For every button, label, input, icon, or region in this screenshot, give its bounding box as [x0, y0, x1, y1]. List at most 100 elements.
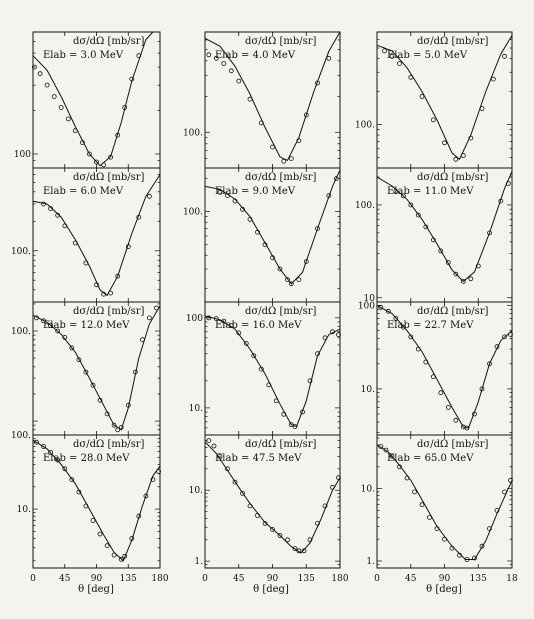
data-point: [270, 144, 275, 150]
data-point: [404, 475, 410, 481]
y-tick-label: 100: [358, 301, 375, 311]
data-point: [277, 533, 283, 538]
data-point: [115, 273, 121, 279]
data-point: [76, 357, 82, 363]
data-point: [228, 323, 234, 329]
data-point: [150, 477, 156, 483]
panel-3: 100. dσ/dΩ [mb/sr] Elab = 5.0 MeV: [355, 31, 513, 169]
data-point: [247, 503, 253, 509]
data-point: [389, 53, 395, 59]
x-tick-label: 18: [506, 574, 518, 584]
data-point: [397, 61, 402, 66]
data-point: [498, 198, 504, 204]
data-point: [419, 94, 425, 99]
data-point: [453, 417, 459, 423]
data-point: [62, 223, 68, 229]
data-point: [505, 181, 511, 186]
data-point: [285, 537, 290, 543]
data-point: [303, 259, 309, 265]
data-point: [427, 515, 432, 520]
panel-9: 100 10. dσ/dΩ [mb/sr] Elab = 22.7 MeV: [358, 301, 513, 436]
data-point: [502, 334, 507, 340]
data-point: [442, 140, 447, 146]
panel-7: 100. dσ/dΩ [mb/sr] Elab = 12.0 MeV: [11, 301, 161, 436]
y-tick-label: 10.: [189, 404, 203, 414]
data-point: [336, 332, 341, 338]
data-point: [136, 53, 142, 59]
data-point: [101, 162, 106, 168]
data-point: [255, 513, 260, 518]
data-point: [243, 340, 249, 346]
x-tick-label: 135: [120, 574, 137, 584]
data-point: [136, 214, 142, 220]
data-point: [430, 117, 436, 123]
data-point: [307, 378, 313, 384]
data-point: [502, 489, 507, 495]
data-point: [83, 503, 89, 509]
data-point: [55, 457, 61, 463]
x-axis-label: θ [deg]: [426, 584, 462, 595]
data-point: [90, 382, 96, 388]
data-point: [94, 282, 99, 288]
data-point: [445, 260, 451, 265]
data-point: [281, 158, 287, 164]
data-point: [122, 105, 128, 110]
x-tick-label: 135: [470, 574, 487, 584]
data-point: [108, 290, 113, 296]
data-point: [453, 271, 459, 277]
y-tick-label: 100: [14, 150, 31, 160]
fit-curve: [204, 169, 341, 285]
data-point: [300, 409, 305, 415]
data-point: [104, 411, 110, 417]
data-point: [213, 316, 219, 322]
y-tick-label: 10.: [361, 485, 375, 495]
data-point: [240, 490, 245, 496]
data-point: [383, 447, 389, 453]
panel-1: 100 dσ/dΩ [mb/sr] Elab = 3.0 MeV: [14, 31, 161, 169]
data-point: [315, 521, 320, 526]
data-point: [97, 397, 103, 403]
data-point: [301, 548, 307, 554]
x-tick-label: 135: [298, 574, 315, 584]
data-point: [206, 315, 212, 321]
data-point: [129, 76, 135, 82]
data-point: [457, 552, 462, 558]
panel-title: dσ/dΩ [mb/sr]: [417, 172, 489, 183]
data-point: [97, 531, 103, 537]
energy-label: Elab = 5.0 MeV: [387, 50, 468, 61]
panel-title: dσ/dΩ [mb/sr]: [245, 306, 317, 317]
data-point: [72, 128, 78, 134]
data-point: [330, 329, 335, 335]
data-point: [508, 331, 513, 337]
data-point: [453, 156, 459, 162]
data-point: [445, 404, 451, 410]
energy-label: Elab = 28.0 MeV: [43, 453, 130, 464]
data-point: [315, 351, 320, 357]
y-tick-label: 100.: [183, 128, 203, 138]
panel-10: 100. 10. 0 45 90 135 180 dσ/dΩ [mb/sr] Elab = 28…: [11, 431, 169, 584]
data-point: [34, 439, 39, 445]
fit-curve: [32, 174, 161, 297]
data-point: [296, 548, 302, 554]
data-point: [468, 135, 474, 141]
data-point: [232, 479, 238, 485]
data-point: [307, 537, 313, 543]
data-point: [146, 193, 152, 199]
data-point: [288, 281, 294, 287]
x-tick-label: 180: [331, 574, 348, 584]
data-point: [438, 248, 444, 254]
data-point: [487, 526, 492, 531]
energy-label: Elab = 11.0 MeV: [387, 186, 474, 197]
data-point: [270, 527, 275, 532]
x-tick-label: 90: [91, 574, 103, 584]
panel-11: 10. 1. 0 45 90 135 180 dσ/dΩ [mb/sr] Elab = 47.5…: [189, 434, 349, 584]
panel-2: 100. dσ/dΩ [mb/sr] Elab = 4.0 MeV: [183, 31, 341, 169]
data-point: [206, 52, 212, 58]
data-point: [285, 277, 290, 283]
data-point: [48, 323, 53, 328]
data-point: [139, 337, 145, 343]
y-tick-label: 100.: [355, 120, 375, 130]
data-point: [292, 546, 298, 551]
data-point: [464, 425, 470, 431]
data-point: [69, 477, 75, 483]
